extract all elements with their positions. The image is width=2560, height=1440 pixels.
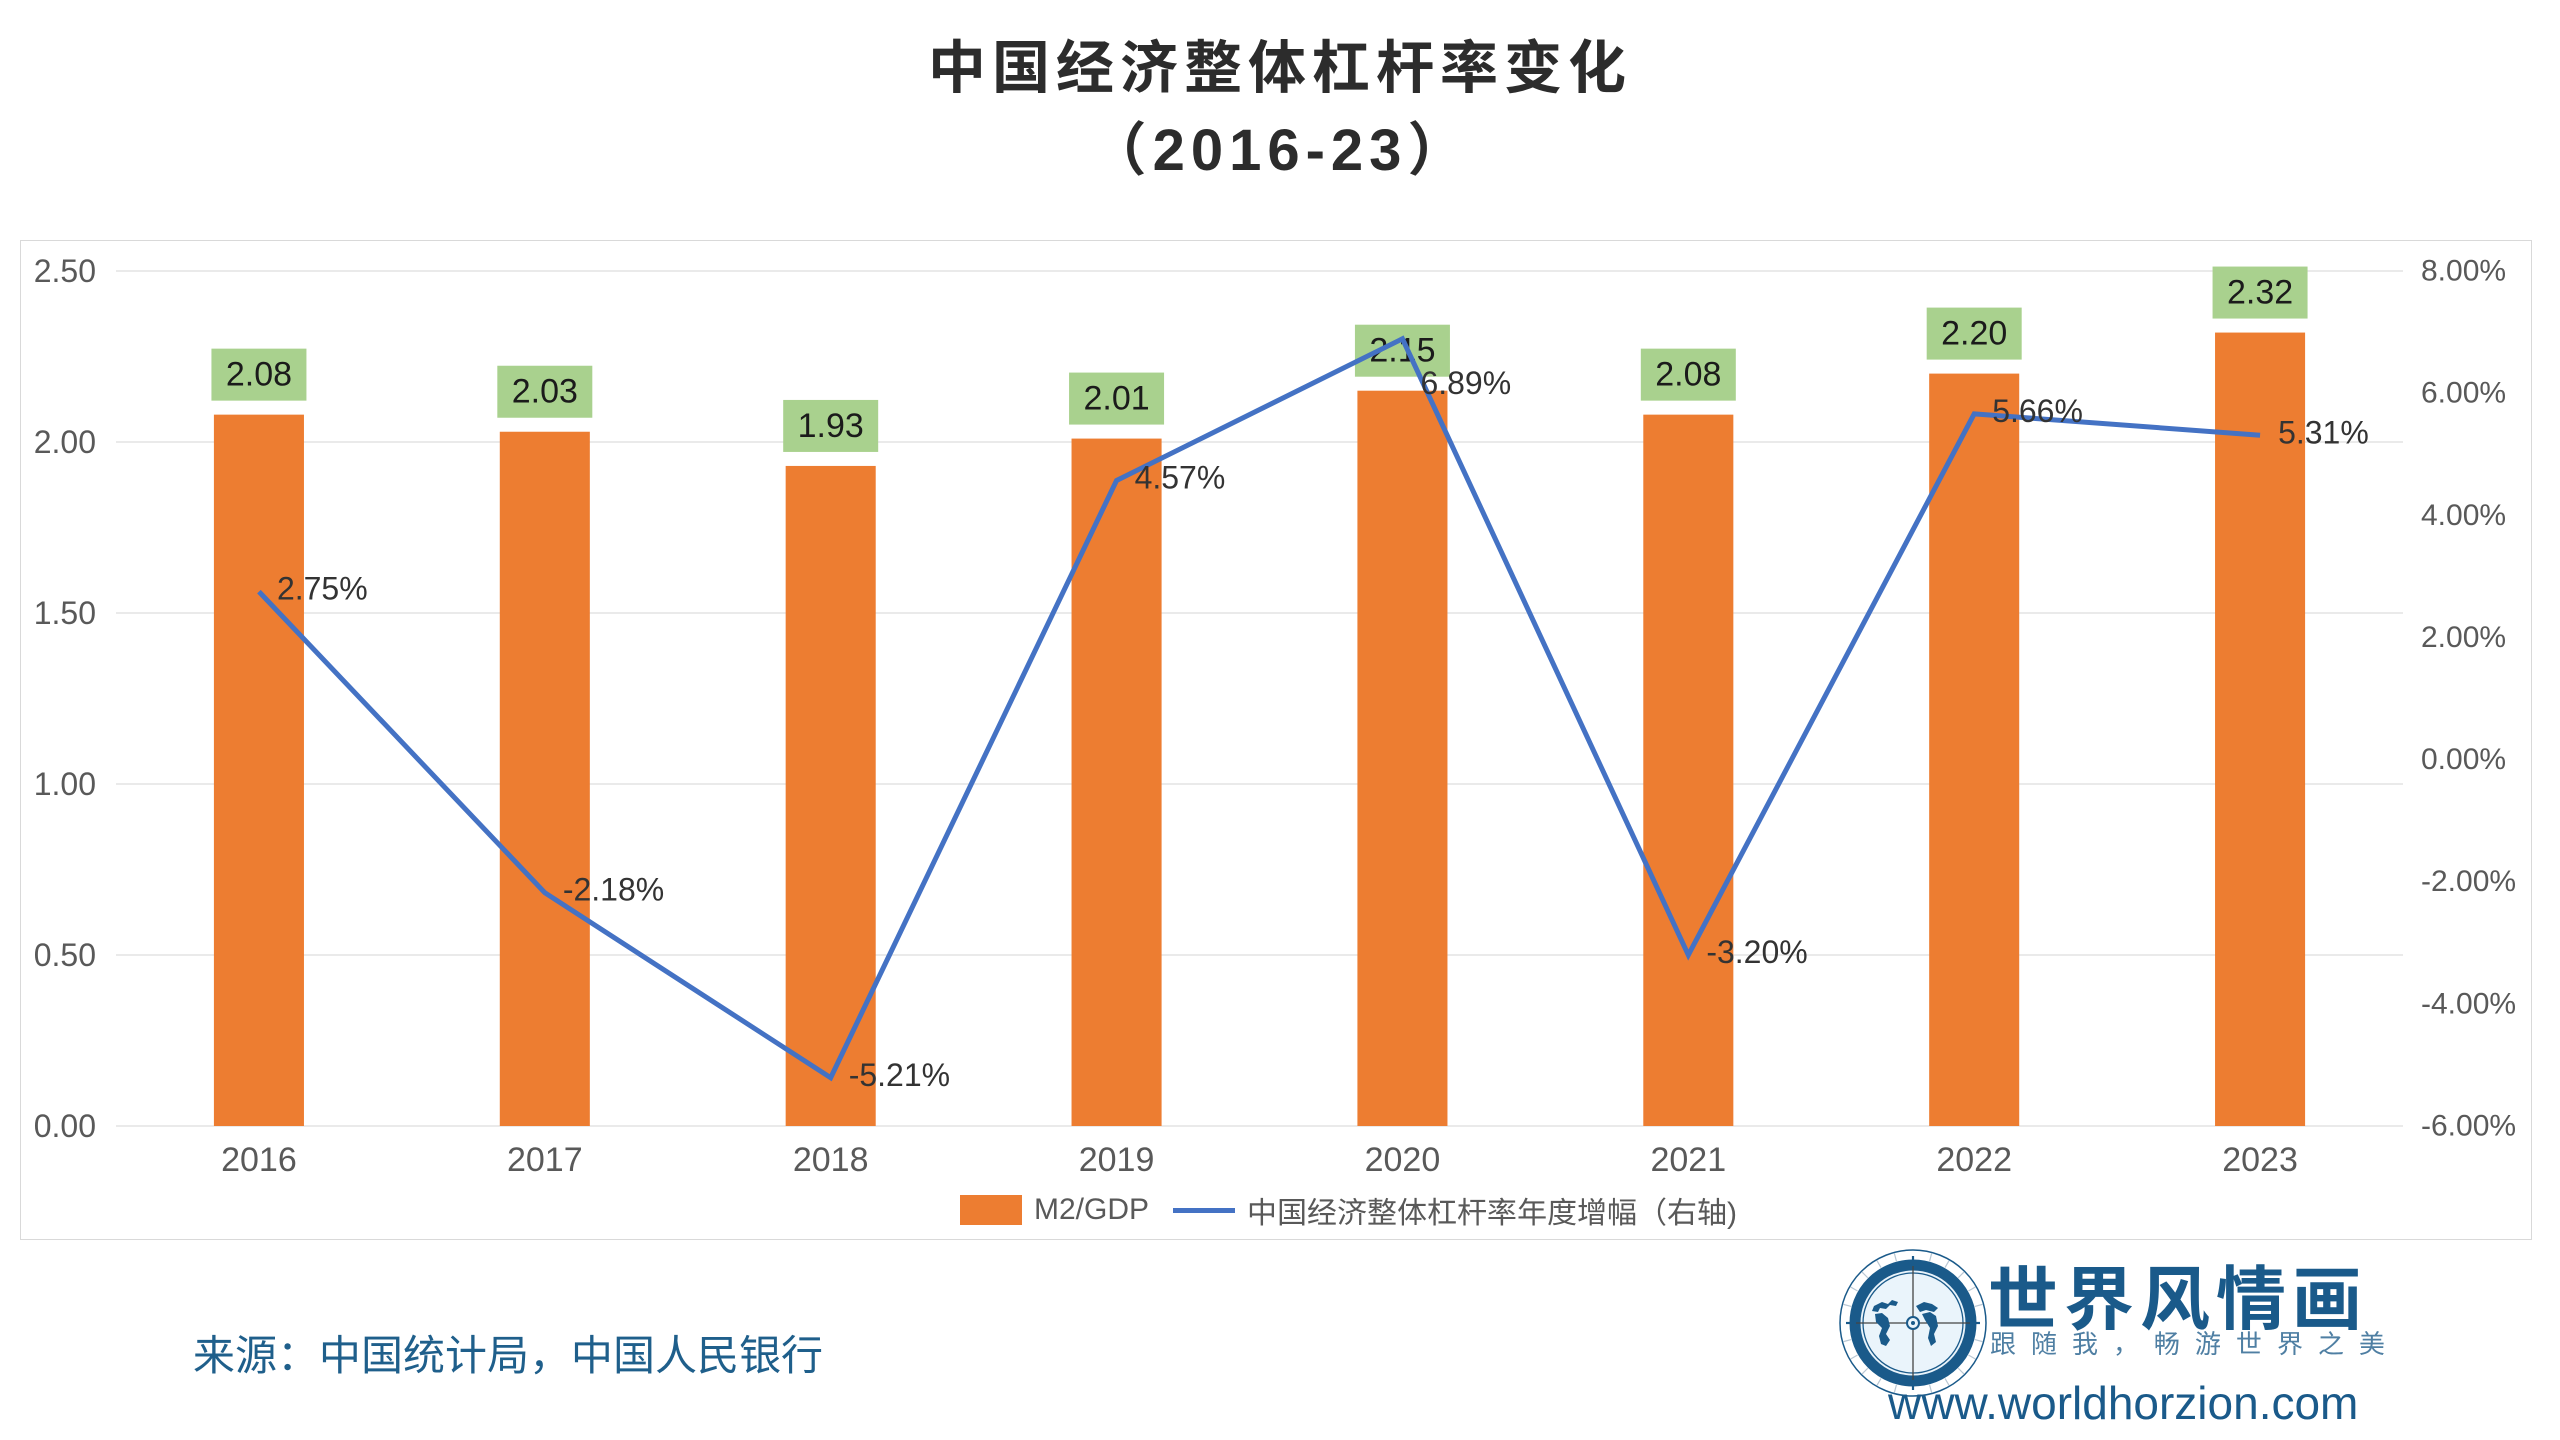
svg-text:2.20: 2.20 xyxy=(1941,315,2007,353)
svg-text:6.89%: 6.89% xyxy=(1420,365,1511,401)
svg-text:0.00%: 0.00% xyxy=(2421,743,2506,776)
svg-text:2018: 2018 xyxy=(793,1141,869,1179)
svg-text:2.75%: 2.75% xyxy=(277,571,368,607)
svg-text:-5.21%: -5.21% xyxy=(849,1057,950,1093)
svg-text:2.08: 2.08 xyxy=(1655,356,1721,394)
svg-text:2019: 2019 xyxy=(1079,1141,1155,1179)
svg-text:-4.00%: -4.00% xyxy=(2421,987,2516,1020)
svg-text:8.00%: 8.00% xyxy=(2421,255,2506,288)
svg-text:4.00%: 4.00% xyxy=(2421,499,2506,532)
svg-text:1.50: 1.50 xyxy=(34,595,96,631)
svg-text:2.32: 2.32 xyxy=(2227,274,2293,312)
svg-text:2.01: 2.01 xyxy=(1083,380,1149,418)
svg-text:2017: 2017 xyxy=(507,1141,583,1179)
svg-text:2022: 2022 xyxy=(1936,1141,2012,1179)
svg-text:5.31%: 5.31% xyxy=(2278,414,2369,450)
svg-text:2020: 2020 xyxy=(1365,1141,1441,1179)
svg-text:2.03: 2.03 xyxy=(512,373,578,411)
svg-text:2.50: 2.50 xyxy=(34,253,96,289)
svg-text:0.00: 0.00 xyxy=(34,1108,96,1144)
svg-text:2.00: 2.00 xyxy=(34,424,96,460)
svg-text:4.57%: 4.57% xyxy=(1135,459,1226,495)
svg-text:5.66%: 5.66% xyxy=(1992,393,2083,429)
svg-text:1.00: 1.00 xyxy=(34,766,96,802)
svg-text:1.93: 1.93 xyxy=(798,407,864,445)
svg-text:-3.20%: -3.20% xyxy=(1706,934,1807,970)
svg-text:2.00%: 2.00% xyxy=(2421,621,2506,654)
svg-text:2023: 2023 xyxy=(2222,1141,2298,1179)
svg-text:6.00%: 6.00% xyxy=(2421,377,2506,410)
svg-text:2016: 2016 xyxy=(221,1141,297,1179)
svg-text:-2.18%: -2.18% xyxy=(563,872,664,908)
svg-text:-6.00%: -6.00% xyxy=(2421,1110,2516,1143)
svg-text:0.50: 0.50 xyxy=(34,937,96,973)
svg-text:2021: 2021 xyxy=(1650,1141,1726,1179)
svg-text:-2.00%: -2.00% xyxy=(2421,865,2516,898)
svg-text:2.08: 2.08 xyxy=(226,356,292,394)
